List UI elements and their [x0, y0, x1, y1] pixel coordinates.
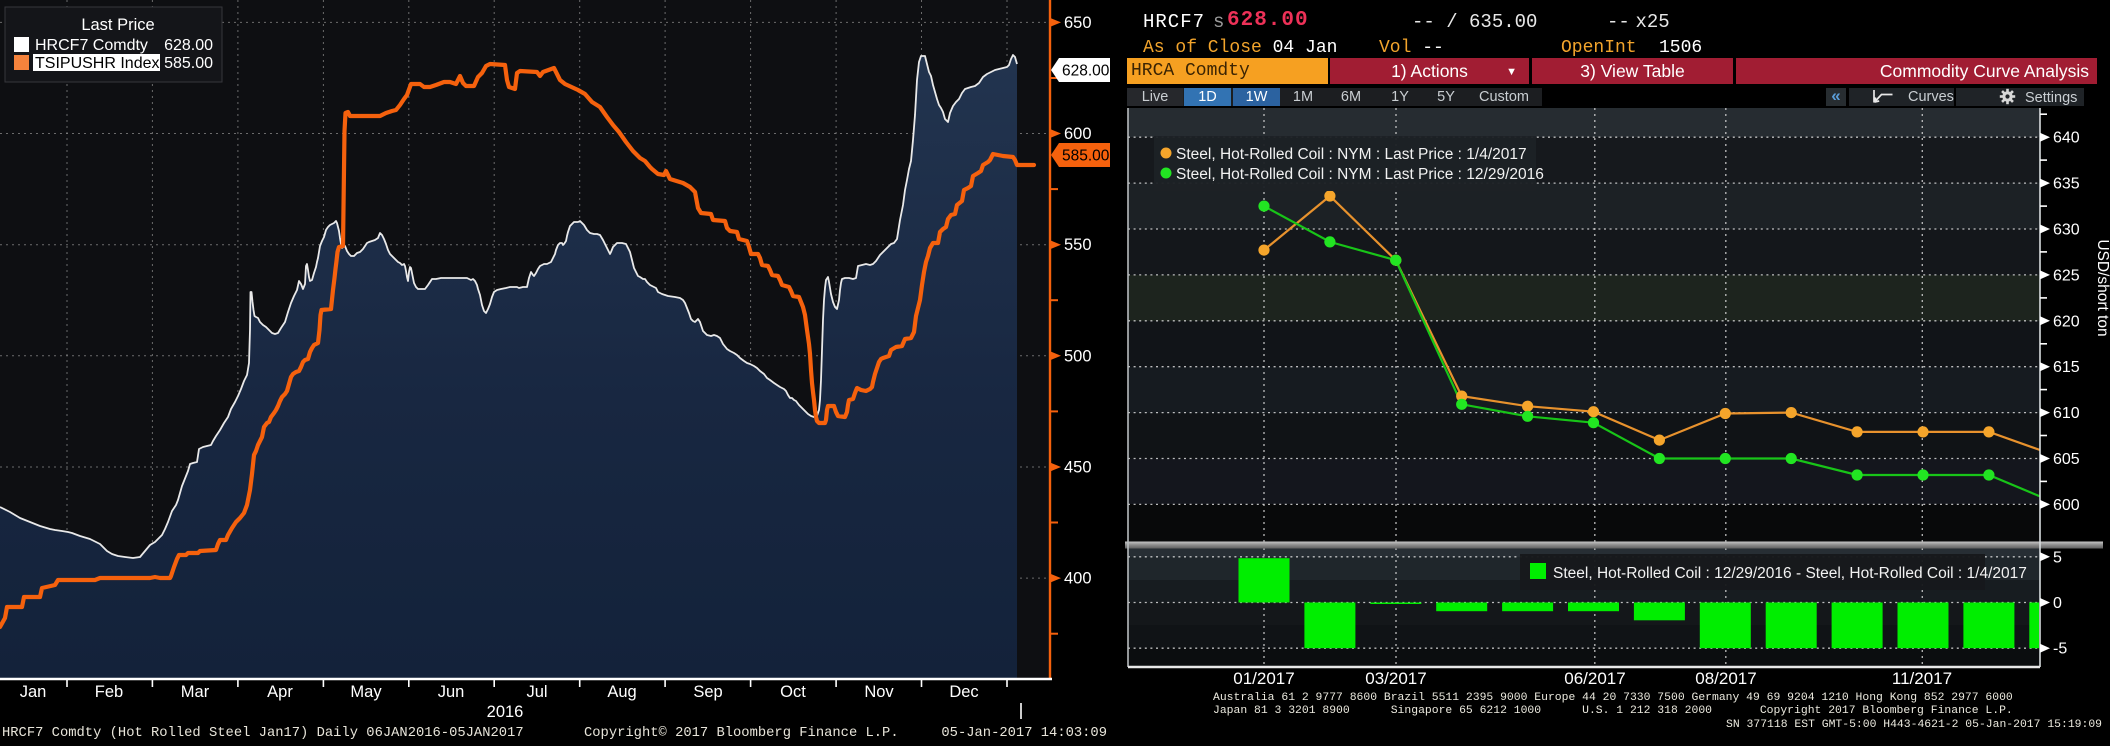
svg-text:Jan: Jan — [20, 683, 47, 701]
svg-text:628.00: 628.00 — [164, 37, 213, 54]
svg-text:Steel, Hot-Rolled Coil : NYM :: Steel, Hot-Rolled Coil : NYM : Last Pric… — [1176, 146, 1527, 163]
svg-text:550: 550 — [1064, 236, 1092, 254]
svg-text:Copyright© 2017 Bloomberg Fina: Copyright© 2017 Bloomberg Finance L.P. — [584, 725, 899, 741]
svg-text:Jun: Jun — [438, 683, 465, 701]
svg-text:Apr: Apr — [267, 683, 293, 701]
svg-text:628.00: 628.00 — [1062, 63, 1110, 80]
svg-text:600: 600 — [1064, 125, 1092, 143]
svg-text:450: 450 — [1064, 459, 1092, 477]
svg-text:-5: -5 — [2053, 641, 2067, 658]
svg-text:Jul: Jul — [526, 683, 547, 701]
svg-text:600: 600 — [2053, 497, 2080, 514]
svg-text:Steel, Hot-Rolled Coil : NYM :: Steel, Hot-Rolled Coil : NYM : Last Pric… — [1176, 166, 1544, 183]
svg-text:5: 5 — [2053, 549, 2062, 566]
svg-text:635: 635 — [2053, 176, 2080, 193]
svg-text:08/2017: 08/2017 — [1695, 669, 1756, 688]
svg-text:630: 630 — [2053, 222, 2080, 239]
svg-text:Aug: Aug — [607, 683, 636, 701]
svg-text:01/2017: 01/2017 — [1233, 669, 1294, 688]
svg-text:610: 610 — [2053, 405, 2080, 422]
svg-text:620: 620 — [2053, 313, 2080, 330]
svg-text:Dec: Dec — [949, 683, 978, 701]
svg-text:400: 400 — [1064, 570, 1092, 588]
svg-text:TSIPUSHR Index: TSIPUSHR Index — [35, 55, 159, 72]
svg-text:Last Price: Last Price — [81, 16, 154, 34]
svg-text:11/2017: 11/2017 — [1892, 669, 1952, 688]
svg-text:585.00: 585.00 — [1062, 148, 1110, 165]
svg-text:Mar: Mar — [181, 683, 210, 701]
svg-text:605: 605 — [2053, 451, 2080, 468]
svg-text:2016: 2016 — [487, 703, 524, 721]
svg-text:Oct: Oct — [780, 683, 806, 701]
svg-text:06/2017: 06/2017 — [1564, 669, 1625, 688]
svg-text:585.00: 585.00 — [164, 55, 213, 72]
svg-text:03/2017: 03/2017 — [1365, 669, 1426, 688]
svg-text:Steel, Hot-Rolled Coil : 12/29: Steel, Hot-Rolled Coil : 12/29/2016 - St… — [1553, 565, 2027, 582]
svg-text:625: 625 — [2053, 267, 2080, 284]
svg-text:Sep: Sep — [693, 683, 722, 701]
svg-text:500: 500 — [1064, 347, 1092, 365]
svg-text:0: 0 — [2053, 595, 2062, 612]
svg-text:Nov: Nov — [864, 683, 894, 701]
svg-text:USD/short ton: USD/short ton — [2094, 239, 2110, 336]
svg-text:HRCF7 Comdty: HRCF7 Comdty — [35, 37, 148, 54]
svg-text:640: 640 — [2053, 130, 2080, 147]
svg-text:650: 650 — [1064, 14, 1092, 32]
svg-text:Feb: Feb — [95, 683, 123, 701]
svg-text:HRCF7 Comdty (Hot Rolled Steel: HRCF7 Comdty (Hot Rolled Steel Jan17) Da… — [2, 725, 524, 741]
svg-text:05-Jan-2017 14:03:09: 05-Jan-2017 14:03:09 — [941, 726, 1107, 741]
svg-text:615: 615 — [2053, 359, 2080, 376]
svg-text:May: May — [350, 683, 382, 701]
